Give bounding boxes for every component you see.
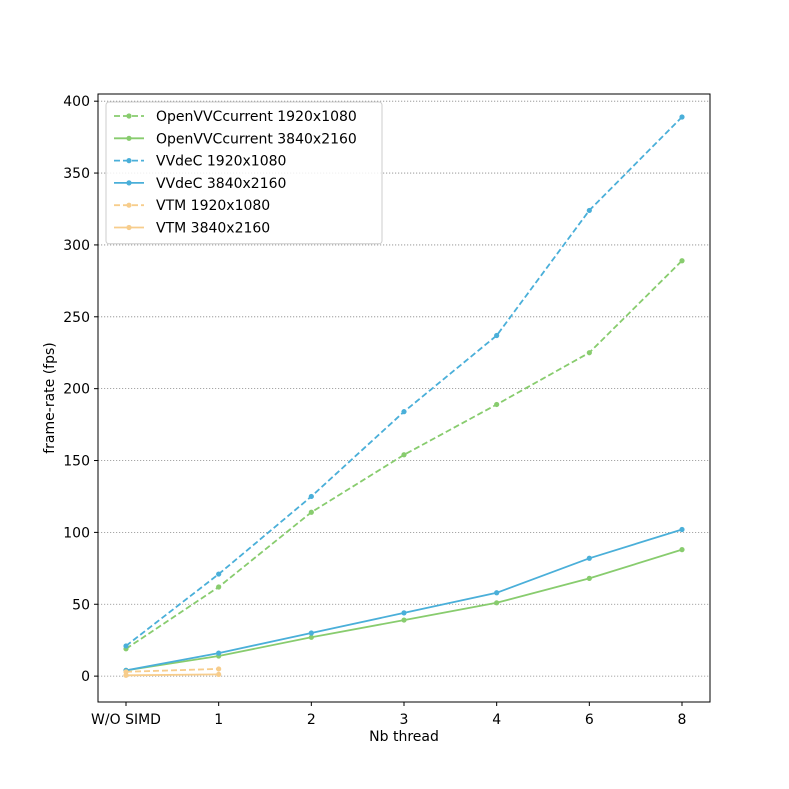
data-point [401, 452, 407, 458]
x-tick-label: 8 [678, 712, 687, 728]
data-point [586, 350, 592, 356]
y-tick-label: 200 [63, 382, 90, 398]
series-line [125, 548, 683, 672]
series-group [123, 547, 685, 673]
data-point [123, 643, 129, 649]
series-group [123, 526, 685, 673]
series-line [125, 668, 219, 673]
data-point [494, 401, 500, 408]
data-point [679, 526, 685, 533]
y-tick-label: 400 [63, 94, 90, 110]
legend-box [105, 101, 383, 245]
data-point [216, 671, 222, 678]
legend-marker [126, 113, 132, 119]
legend-entry-label: OpenVVCcurrent 3840x2160 [156, 131, 357, 147]
series-line [125, 673, 219, 677]
legend-entry-label: VTM 3840x2160 [156, 221, 270, 237]
data-point [401, 617, 407, 623]
data-point [216, 571, 222, 577]
legend-marker [126, 224, 132, 231]
series-group [123, 114, 685, 649]
data-point [586, 555, 592, 561]
legend: OpenVVCcurrent 1920x1080 OpenVVCcurrent 3… [105, 101, 383, 245]
y-tick-label: 50 [72, 597, 90, 613]
data-point [308, 509, 314, 515]
grid-lines [98, 100, 710, 677]
data-point [679, 547, 685, 553]
y-tick-label: 250 [63, 310, 90, 326]
legend-marker [126, 135, 132, 141]
data-point [308, 493, 314, 500]
y-tick-label: 0 [81, 669, 90, 685]
data-point [586, 575, 592, 581]
y-axis-label: frame-rate (fps) [42, 342, 58, 454]
legend-entry-label: VVdeC 1920x1080 [156, 154, 286, 170]
data-point [494, 590, 500, 596]
y-tick-label: 150 [63, 454, 90, 470]
legend-entry-label: OpenVVCcurrent 1920x1080 [156, 109, 357, 125]
y-tick-label: 300 [63, 238, 90, 254]
legend-marker [126, 180, 132, 186]
data-point [679, 114, 685, 120]
axis-ticks: 0 50 100 150 200 250 300 350 400 W/O SIMD 1 2 3 4 6 8 [63, 94, 686, 728]
series-group [123, 671, 222, 678]
series-line [125, 528, 683, 672]
data-point [216, 584, 222, 590]
legend-marker [126, 202, 132, 208]
data-point [216, 666, 222, 672]
x-tick-label: 3 [400, 712, 409, 728]
data-point [123, 672, 129, 678]
data-point [679, 258, 685, 264]
data-point [216, 650, 222, 656]
data-point [401, 610, 407, 616]
data-point [586, 207, 592, 214]
y-tick-label: 350 [63, 166, 90, 182]
series-lines [123, 114, 685, 678]
y-tick-label: 100 [63, 525, 90, 541]
data-point [308, 630, 314, 636]
legend-entry-label: VTM 1920x1080 [156, 198, 270, 214]
legend-entry-label: VVdeC 3840x2160 [156, 176, 286, 192]
x-tick-label: W/O SIMD [91, 712, 161, 728]
data-point [494, 332, 500, 339]
data-point [494, 600, 500, 606]
data-point [308, 634, 314, 640]
x-tick-label: 2 [307, 712, 316, 728]
data-point [401, 409, 407, 415]
x-tick-label: 4 [492, 712, 501, 728]
x-tick-label: 1 [214, 712, 223, 728]
legend-marker [126, 158, 132, 164]
x-tick-label: 6 [585, 712, 594, 728]
x-axis-label: Nb thread [369, 729, 439, 745]
